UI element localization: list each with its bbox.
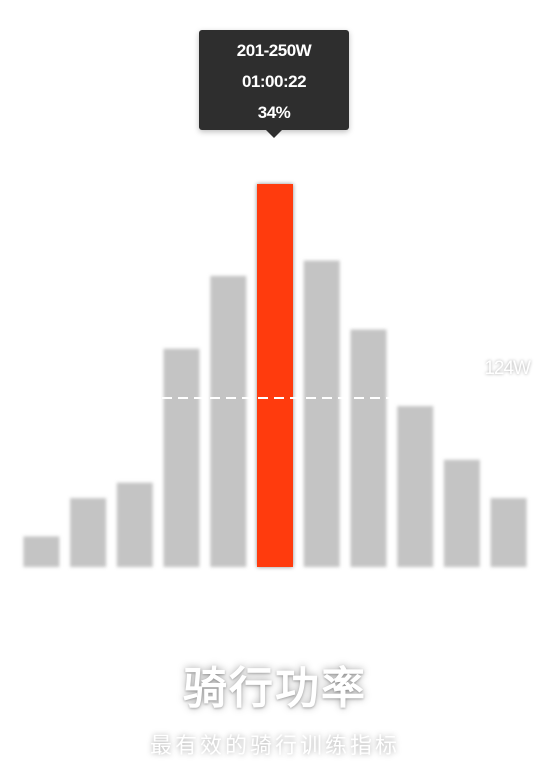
histogram-bar[interactable]	[397, 406, 434, 567]
histogram-bar-highlighted[interactable]	[257, 184, 293, 567]
histogram-bar[interactable]	[490, 498, 527, 567]
histogram-bar[interactable]	[350, 329, 387, 568]
power-histogram: 124W 201-250W 01:00:22 34%	[23, 30, 531, 568]
tooltip-power-range: 201-250W	[236, 41, 312, 60]
histogram-bar[interactable]	[116, 482, 153, 567]
histogram-bar[interactable]	[23, 536, 60, 567]
tooltip-duration: 01:00:22	[241, 72, 307, 91]
power-histogram-svg	[23, 184, 527, 568]
histogram-bar[interactable]	[443, 459, 480, 567]
tooltip-percent: 34%	[257, 103, 291, 122]
histogram-bar[interactable]	[210, 275, 247, 567]
histogram-bar[interactable]	[70, 498, 107, 567]
page-title: 骑行功率	[183, 663, 367, 714]
average-power-label: 124W	[484, 358, 531, 379]
bar-tooltip: 201-250W 01:00:22 34%	[199, 30, 349, 138]
page-subtitle: 最有效的骑行训练指标	[149, 734, 400, 759]
histogram-bar[interactable]	[303, 260, 340, 567]
histogram-bar[interactable]	[163, 348, 200, 567]
